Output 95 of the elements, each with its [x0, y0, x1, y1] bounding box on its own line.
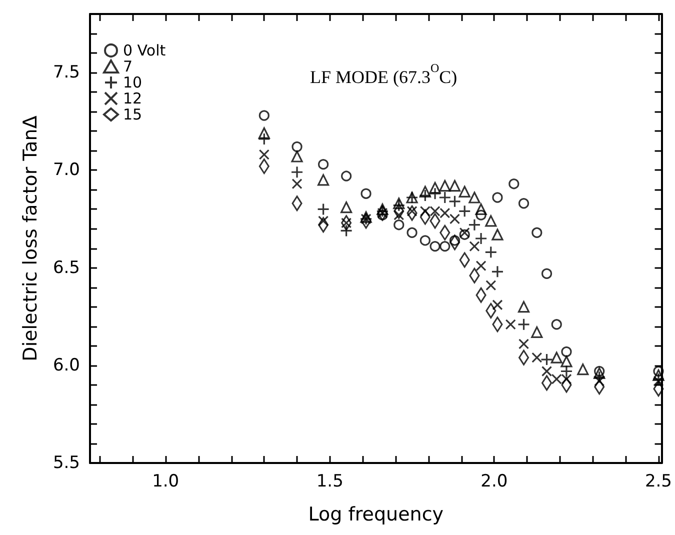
point: [438, 191, 452, 204]
point: [518, 338, 530, 350]
point: [258, 149, 270, 160]
point: [318, 174, 330, 186]
point: [492, 192, 503, 203]
point: [560, 356, 572, 368]
point: [258, 132, 270, 146]
point: [440, 241, 450, 252]
legend-label: 10: [123, 74, 142, 92]
point: [560, 364, 573, 378]
point: [474, 232, 488, 245]
point: [476, 210, 486, 220]
point: [448, 180, 461, 192]
point: [486, 280, 496, 291]
point: [652, 369, 664, 381]
point: [652, 372, 665, 386]
point: [517, 318, 530, 331]
y-tick-label: 7.5: [52, 62, 80, 83]
point: [653, 366, 664, 377]
point: [360, 211, 372, 223]
point: [541, 366, 552, 377]
point: [561, 374, 572, 384]
point: [491, 265, 504, 278]
x-axis-title: Log frequency: [308, 504, 444, 526]
point: [439, 180, 451, 192]
point: [540, 353, 554, 366]
point: [468, 192, 480, 204]
point: [418, 189, 432, 202]
point: [561, 346, 572, 358]
point: [551, 374, 562, 384]
legend-label: 0 Volt: [123, 42, 166, 60]
point: [448, 195, 462, 208]
point: [292, 141, 302, 152]
y-tick-label: 6.5: [52, 258, 80, 278]
legend-label: 15: [123, 106, 142, 124]
x-tick-label: 1.0: [152, 472, 180, 492]
point: [341, 170, 352, 182]
point: [291, 150, 303, 162]
point: [551, 319, 562, 330]
point: [430, 241, 440, 252]
point: [492, 228, 504, 240]
point: [292, 178, 302, 190]
x-tick-label: 2.5: [644, 472, 672, 492]
point: [394, 220, 404, 230]
point: [258, 110, 270, 121]
point: [360, 188, 372, 199]
point: [532, 227, 542, 238]
point: [594, 376, 605, 386]
point: [518, 301, 530, 313]
point: [419, 186, 431, 198]
point: [508, 178, 520, 190]
point: [484, 246, 498, 258]
x-tick-label: 2.0: [480, 472, 508, 492]
point: [518, 198, 530, 209]
point: [541, 375, 552, 391]
point: [428, 187, 442, 200]
point: [290, 166, 304, 178]
y-axis-title: Dielectric loss factor TanΔ: [20, 116, 42, 362]
point: [406, 227, 418, 238]
point: [340, 224, 353, 237]
point: [550, 352, 562, 364]
point: [593, 370, 606, 384]
x-tick-label: 1.5: [316, 472, 344, 492]
legend-label: 7: [123, 58, 133, 76]
point: [469, 241, 480, 252]
point: [420, 206, 430, 216]
point: [318, 159, 329, 170]
point: [505, 319, 516, 330]
point: [485, 215, 497, 227]
point: [518, 350, 530, 366]
point: [430, 206, 440, 216]
point: [458, 186, 470, 198]
legend-label: 12: [123, 90, 142, 108]
y-tick-label: 7.0: [52, 160, 80, 180]
point: [492, 300, 503, 310]
y-tick-label: 5.5: [52, 453, 80, 473]
point: [449, 214, 460, 224]
point: [468, 218, 481, 232]
point: [429, 182, 441, 194]
point: [577, 363, 589, 376]
point: [532, 352, 542, 363]
point: [340, 201, 352, 214]
y-tick-label: 6.0: [52, 355, 80, 376]
point: [317, 202, 330, 216]
point: [440, 208, 450, 218]
point: [420, 235, 430, 246]
point: [476, 260, 486, 272]
point: [394, 210, 404, 220]
point: [258, 127, 270, 139]
point: [653, 376, 664, 386]
point: [458, 204, 471, 218]
point: [541, 268, 552, 279]
point: [393, 198, 405, 210]
point: [531, 326, 543, 338]
point: [475, 203, 487, 216]
